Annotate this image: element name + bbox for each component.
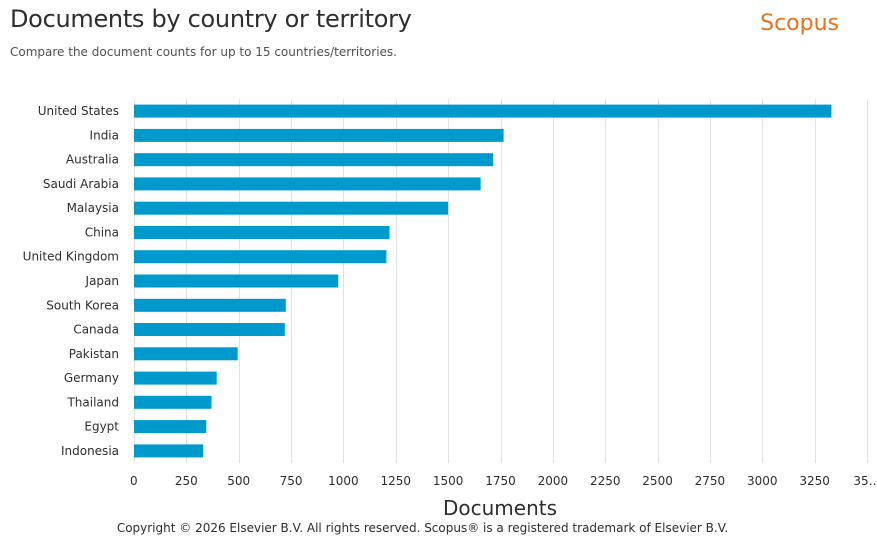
category-label: Indonesia [61,444,119,458]
category-label: South Korea [46,298,119,312]
x-tick-label: 1250 [381,474,412,488]
x-tick-label: 2500 [642,474,673,488]
copyright-footer: Copyright © 2026 Elsevier B.V. All right… [116,521,729,535]
x-tick-label: 250 [175,474,198,488]
category-label: India [90,128,119,142]
category-label: United Kingdom [23,250,119,264]
bar[interactable] [134,153,494,167]
x-tick-label: 1000 [328,474,359,488]
bar[interactable] [134,274,339,288]
x-tick-label: 3000 [747,474,778,488]
bar[interactable] [134,177,481,191]
category-label: United States [38,104,119,118]
bar[interactable] [134,323,285,336]
bar[interactable] [134,250,387,264]
bar-chart: United States India Australia Saudi Arabia M… [23,99,877,520]
category-label: Japan [85,274,119,288]
bar[interactable] [134,128,504,142]
bar[interactable] [134,347,238,361]
category-label: Germany [64,371,119,385]
category-label: Malaysia [67,201,119,215]
x-tick-label: 750 [280,474,303,488]
bar[interactable] [134,395,212,409]
x-tick-label: 3250 [799,474,830,488]
bar[interactable] [134,420,207,434]
scopus-logo[interactable]: Scopus [760,11,839,36]
bars [134,104,832,458]
chart-title: Documents by country or territory [10,5,412,33]
category-label: Thailand [66,395,119,409]
x-tick-labels: 0 250 500 750 1000 1250 1500 1750 2000 2250 2500 27… [130,474,877,488]
category-labels: United States India Australia Saudi Arabia M… [23,104,120,458]
bar[interactable] [134,226,390,239]
x-axis-title: Documents [443,496,557,520]
x-tick-label: 1500 [433,474,464,488]
x-tick-label: 1750 [485,474,516,488]
x-tick-label: 0 [130,474,138,488]
bar[interactable] [134,298,286,312]
category-label: Australia [66,153,119,167]
x-tick-label: 2000 [538,474,569,488]
category-label: China [85,226,119,240]
bar[interactable] [134,371,217,385]
x-tick-label: 2250 [590,474,621,488]
x-tick-label: 500 [227,474,250,488]
category-label: Pakistan [69,347,119,361]
x-tick-label: 2750 [695,474,726,488]
chart-subtitle: Compare the document counts for up to 15… [10,45,397,59]
x-tick-label: 35… [853,474,877,488]
category-label: Canada [73,323,119,337]
category-label: Saudi Arabia [43,177,119,191]
category-label: Egypt [84,420,119,434]
bar[interactable] [134,201,449,215]
bar[interactable] [134,104,832,118]
bar[interactable] [134,444,204,458]
